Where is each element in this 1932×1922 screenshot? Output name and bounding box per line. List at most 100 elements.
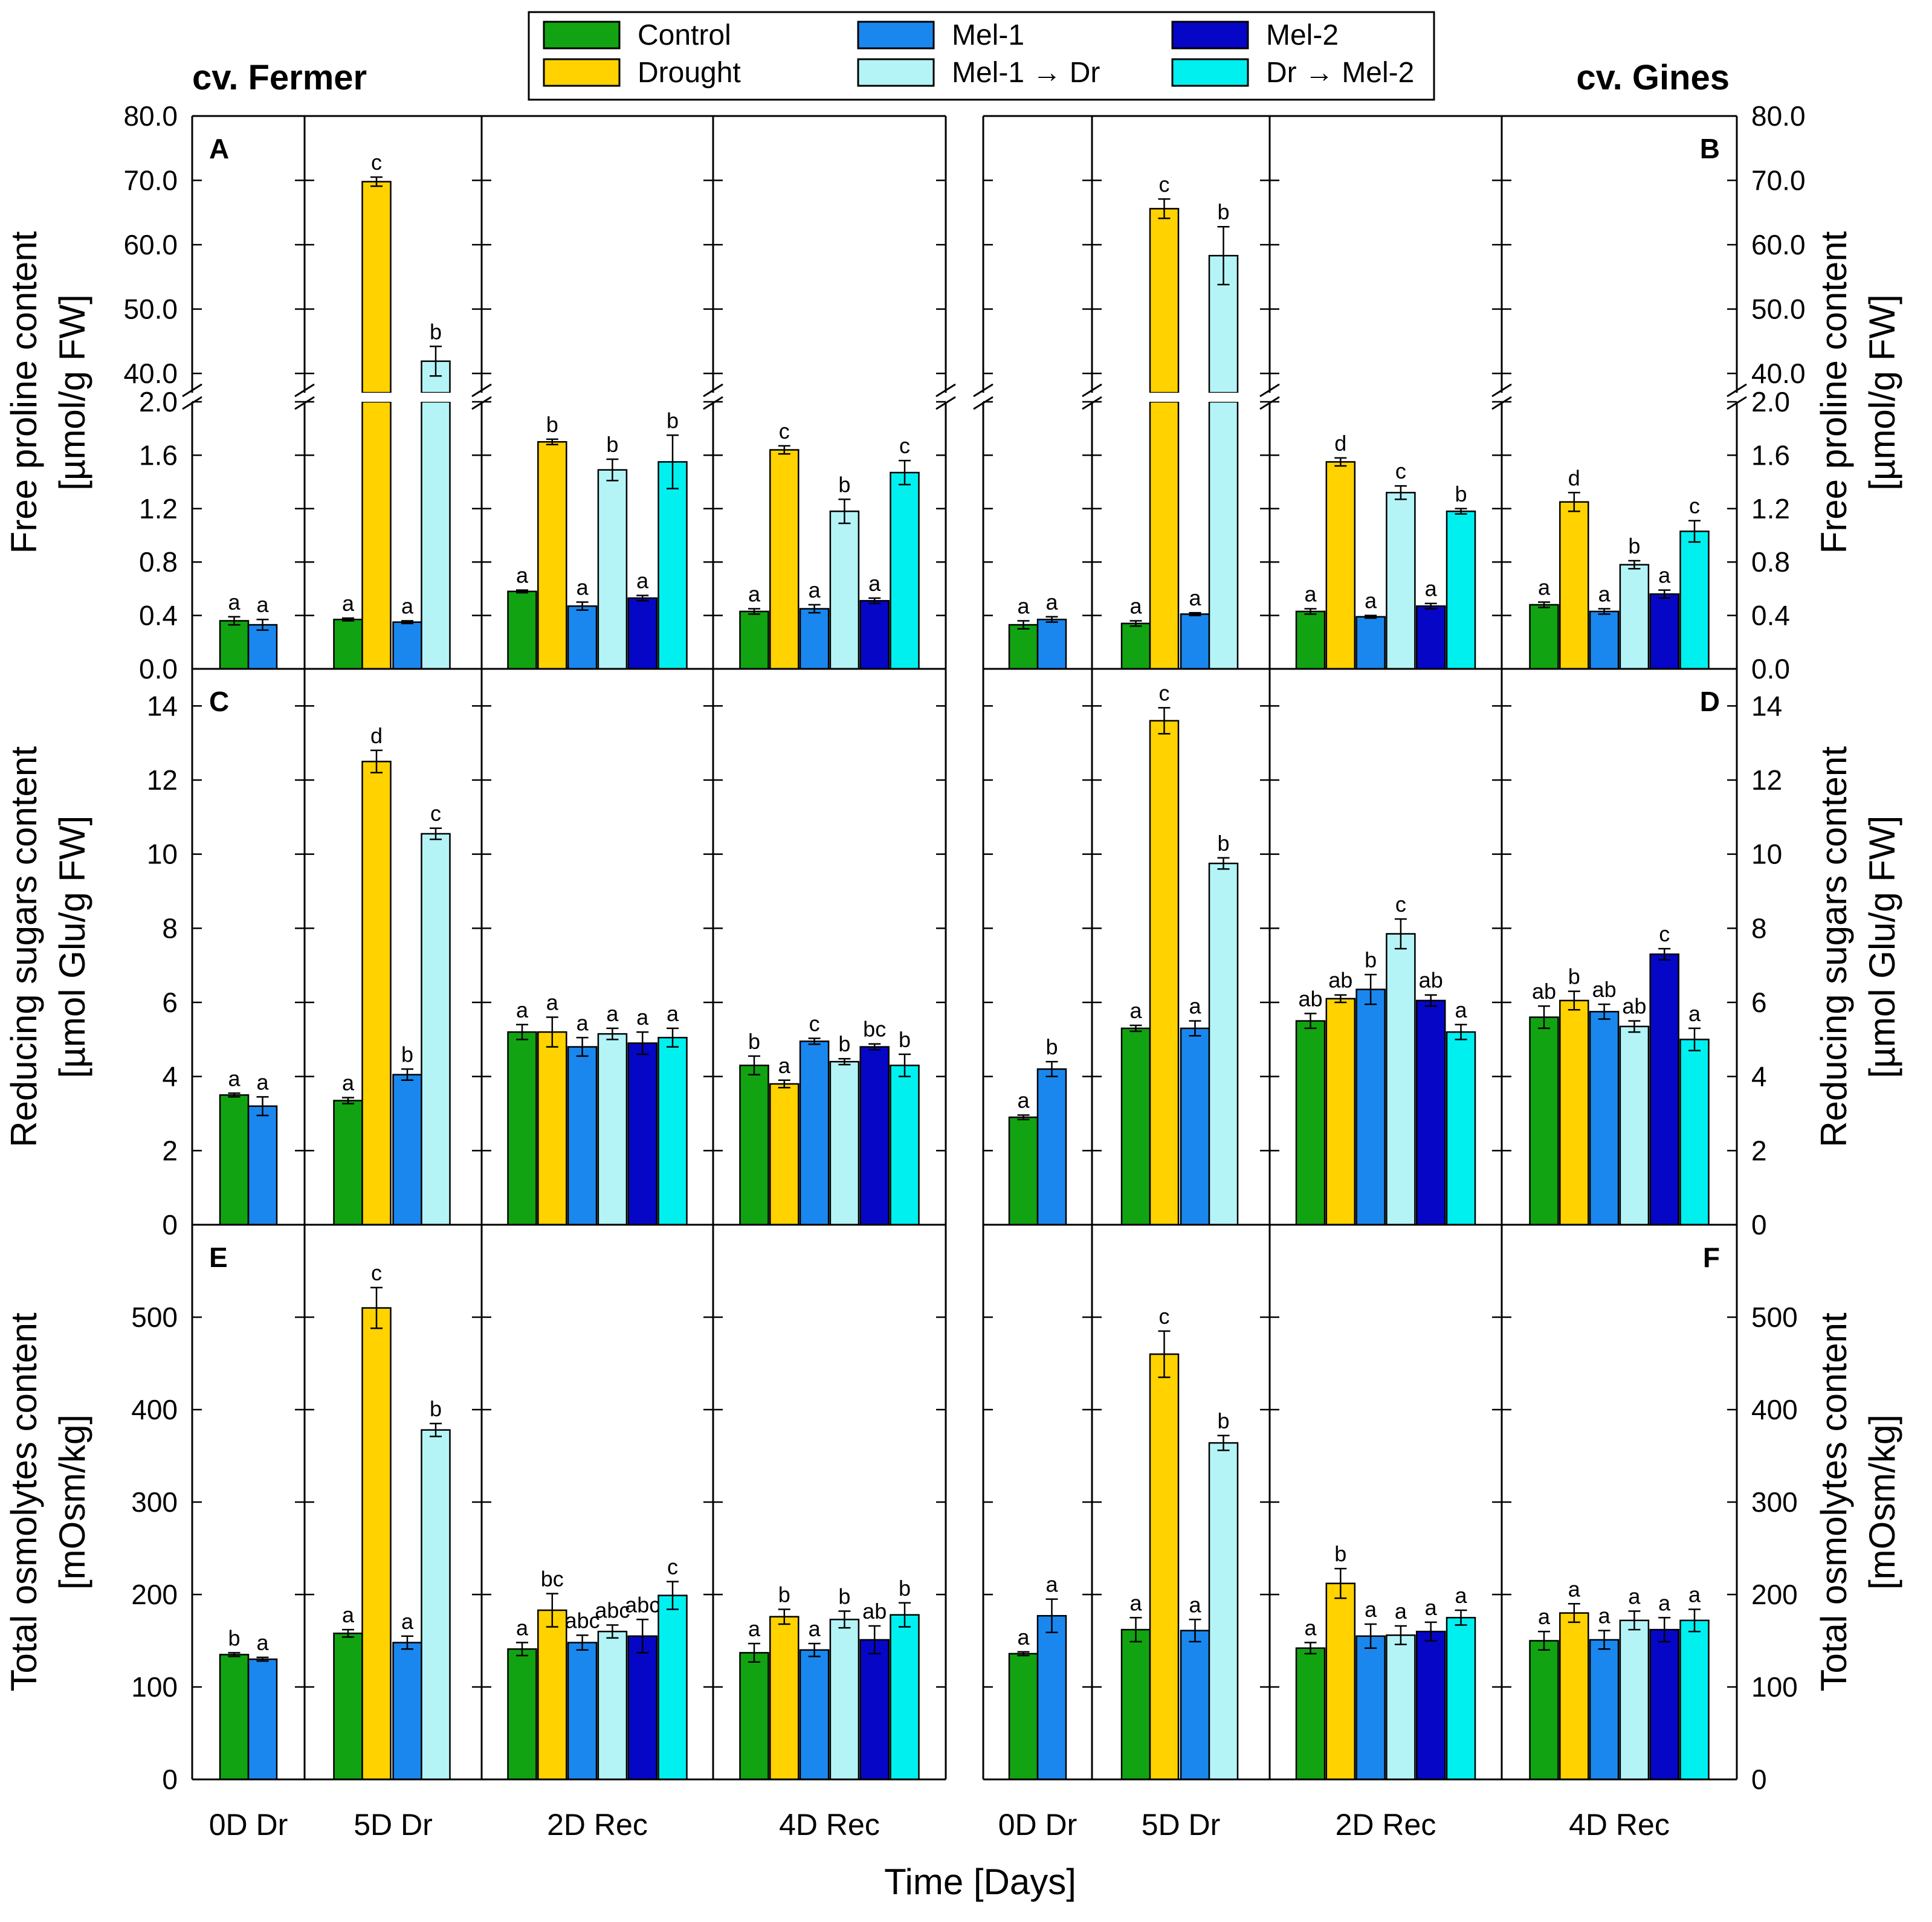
bar-c-g1-control-letter: a — [342, 1071, 355, 1095]
bar-e-g2-mel1dr-letter: abc — [595, 1598, 630, 1622]
x-group-label-2d-rec: 2D Rec — [1336, 1808, 1436, 1842]
bar-e-g2-mel2-letter: abc — [625, 1592, 660, 1617]
bar-f-g1-control-errorbar — [1129, 1617, 1142, 1643]
axis-break-mark — [935, 383, 956, 398]
bar-b-g2-drought-letter: d — [1334, 431, 1346, 456]
bar-a-g3-control-letter: a — [748, 582, 761, 607]
axis-break-mark — [294, 396, 315, 410]
bar-d-g0-mel1 — [1036, 1068, 1067, 1226]
bar-f-g2-mel1dr-errorbar — [1394, 1625, 1407, 1645]
bar-e-g2-drought-letter: bc — [541, 1566, 564, 1591]
bar-a-g1-mel1dr-errorbar — [430, 346, 442, 377]
bar-a-g1-mel1-letter: a — [401, 593, 414, 618]
legend-swatch — [543, 21, 621, 50]
bar-c-g1-drought-errorbar — [370, 749, 383, 773]
y-tick-label: 10 — [1751, 839, 1782, 870]
bar-e-g2-mel1 — [567, 1642, 598, 1781]
bar-e-g2-control-letter: a — [516, 1616, 529, 1640]
bar-d-g2-mel2 — [1415, 999, 1446, 1226]
bar-b-g2-drought-errorbar — [1334, 457, 1347, 467]
y-axis-label-line1: Total osmolytes content — [1814, 1312, 1854, 1691]
bar-a-g2-mel1dr-letter: b — [606, 432, 618, 457]
y-tick-label: 14 — [147, 690, 178, 721]
y-tick-label: 400 — [1751, 1394, 1798, 1425]
bar-d-g3-mel1-letter: ab — [1592, 977, 1617, 1002]
y-tick-label: 0.4 — [1751, 600, 1790, 631]
bar-b-g2-mel2-letter: a — [1425, 576, 1438, 601]
panel-letter-f: F — [1703, 1242, 1720, 1273]
legend-entry-mel-1-dr: Mel-1 → Dr — [857, 57, 1100, 89]
bar-e-g2-control-errorbar — [516, 1642, 528, 1657]
bar-d-g2-mel1dr-errorbar — [1394, 918, 1407, 950]
bar-c-g2-mel1dr-letter: a — [606, 1001, 619, 1026]
y-axis-label-2-0: Total osmolytes content [mOsm/kg] — [4, 1312, 92, 1691]
bar-b-g2-drmel2-letter: b — [1455, 482, 1467, 506]
bar-a-g1-drought — [361, 181, 392, 394]
bar-d-g3-mel1dr-letter: ab — [1622, 994, 1646, 1019]
bar-d-g1-drought-errorbar — [1158, 707, 1171, 735]
bar-c-g2-mel2-letter: a — [636, 1005, 649, 1030]
bar-e-g3-drought-letter: b — [778, 1582, 790, 1607]
bar-f-g2-drmel2-errorbar — [1455, 1609, 1467, 1626]
bar-a-g0-mel1-errorbar — [256, 618, 269, 631]
bar-e-g1-control-letter: a — [342, 1602, 355, 1627]
y-tick-label: 0 — [162, 1764, 178, 1795]
bar-c-g3-drmel2-errorbar — [899, 1053, 911, 1077]
bar-e-g3-mel1-letter: a — [809, 1616, 821, 1641]
bar-d-g3-mel1dr-errorbar — [1628, 1020, 1641, 1033]
bar-e-g3-drmel2 — [890, 1614, 920, 1781]
bar-b-g0-control-letter: a — [1017, 593, 1030, 618]
y-tick-label: 10 — [147, 839, 178, 870]
bar-d-g0-mel1-errorbar — [1045, 1060, 1058, 1077]
bar-b-g3-drought — [1559, 501, 1589, 670]
x-group-label-0d-dr: 0D Dr — [209, 1808, 288, 1842]
axis-break-mark — [1727, 383, 1747, 398]
bar-d-g1-mel1dr — [1208, 862, 1239, 1226]
y-tick-label: 4 — [1751, 1061, 1767, 1092]
bar-c-g2-drmel2-letter: a — [667, 1001, 679, 1026]
legend-label: Control — [638, 19, 731, 51]
bar-d-g2-drmel2-errorbar — [1455, 1024, 1467, 1040]
bar-d-g2-drmel2-letter: a — [1455, 998, 1467, 1022]
bar-e-g0-control-letter: b — [228, 1625, 240, 1650]
bar-a-g3-mel1dr — [829, 510, 860, 670]
bar-e-g3-mel2-letter: ab — [862, 1599, 887, 1624]
bar-a-g1-control-letter: a — [342, 591, 355, 616]
bar-e-g2-drought-errorbar — [546, 1593, 558, 1628]
bar-e-g0-mel1 — [247, 1658, 278, 1781]
y-tick-label: 50.0 — [123, 294, 178, 325]
bar-f-g1-mel1dr-letter: b — [1217, 1408, 1229, 1433]
bar-a-g3-mel1dr-letter: b — [838, 472, 850, 497]
y-axis-label-line2: [µmol Glu/g FW] — [1862, 816, 1902, 1079]
bar-b-g3-control — [1529, 604, 1559, 670]
bar-f-g1-mel1dr — [1208, 1442, 1239, 1781]
bar-e-g3-mel1dr-letter: b — [838, 1584, 850, 1609]
bar-d-g2-control-errorbar — [1304, 1013, 1317, 1030]
bar-d-g1-control — [1120, 1027, 1151, 1226]
bar-d-g2-mel1 — [1355, 988, 1386, 1226]
bar-c-g3-mel1-errorbar — [808, 1037, 821, 1045]
bar-a-g3-drought-errorbar — [778, 445, 790, 455]
bar-a-g1-mel1-errorbar — [401, 620, 413, 625]
bar-c-g2-mel2 — [627, 1042, 657, 1226]
bar-b-g3-control-letter: a — [1538, 575, 1551, 600]
y-tick-label: 2 — [1751, 1135, 1767, 1166]
bar-c-g0-control-letter: a — [228, 1066, 241, 1091]
bar-c-g1-mel1 — [392, 1074, 422, 1226]
bar-c-g1-mel1dr-errorbar — [430, 827, 442, 840]
bar-b-g2-mel2-errorbar — [1424, 602, 1437, 610]
legend: Control Drought Mel-1 Mel-1 → Dr Mel-2 Dr → M… — [528, 11, 1435, 101]
bar-c-g3-mel1-letter: c — [809, 1011, 820, 1036]
legend-label: Mel-2 — [1266, 19, 1339, 51]
bar-a-g3-drought-letter: c — [779, 419, 790, 443]
bar-b-g3-drmel2 — [1679, 530, 1710, 670]
bar-f-g2-drought — [1325, 1582, 1356, 1781]
bar-e-g2-drought — [537, 1609, 567, 1781]
bar-d-g2-drought-letter: ab — [1328, 968, 1352, 993]
bar-e-g3-mel2-errorbar — [868, 1625, 881, 1655]
panel-letter-b: B — [1700, 133, 1720, 164]
y-tick-label: 12 — [147, 764, 178, 796]
bar-c-g3-drought-letter: a — [778, 1053, 791, 1078]
bar-f-g2-control-errorbar — [1304, 1642, 1317, 1655]
